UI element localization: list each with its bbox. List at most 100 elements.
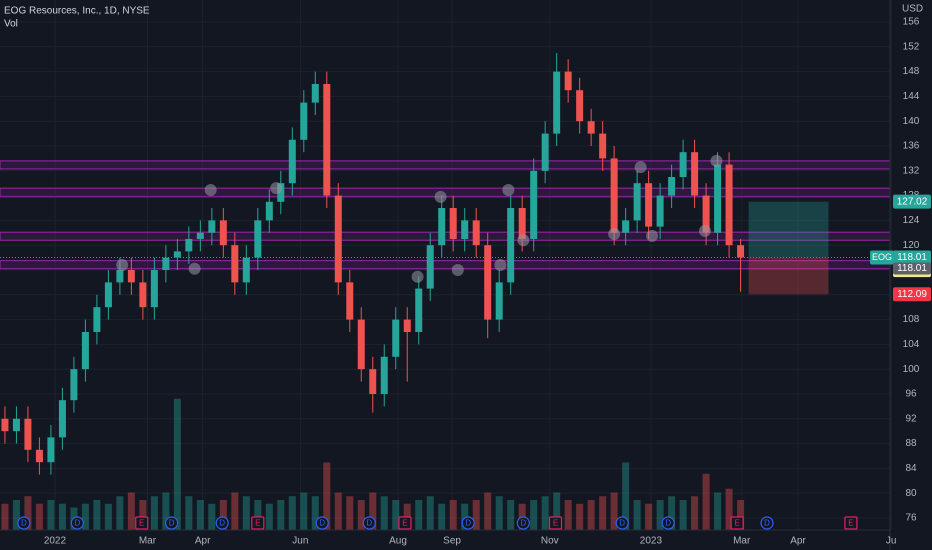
- volume-bar: [323, 462, 331, 530]
- volume-bar: [564, 500, 572, 530]
- candle-body: [564, 71, 572, 91]
- event-icon: [251, 516, 265, 530]
- event-label: D: [21, 519, 27, 528]
- volume-bar: [576, 503, 584, 530]
- candle-body: [495, 282, 503, 320]
- candle-body: [737, 245, 745, 258]
- candle-body: [518, 207, 526, 239]
- candle-body: [265, 201, 273, 221]
- volume-bar: [47, 500, 55, 530]
- candle-body: [472, 220, 480, 246]
- pivot-marker: [494, 259, 507, 272]
- candle-body: [300, 102, 308, 140]
- volume-bar: [461, 503, 469, 530]
- candle-body: [162, 257, 170, 270]
- entry-tag: [893, 262, 931, 275]
- candle-body: [139, 282, 147, 308]
- volume-bar: [737, 500, 745, 530]
- price-tag-label: 127.02: [897, 196, 928, 207]
- event-icon: [661, 516, 675, 530]
- event-label: E: [255, 519, 260, 528]
- volume-bar: [645, 503, 653, 530]
- price-tag: [893, 287, 931, 302]
- volume-bar: [208, 503, 216, 530]
- volume-bar: [610, 492, 618, 530]
- candle-body: [58, 400, 66, 438]
- event-label: D: [169, 519, 175, 528]
- candle-body: [208, 220, 216, 233]
- event-label: D: [74, 519, 80, 528]
- candle-body: [438, 207, 446, 246]
- candle-body: [656, 195, 664, 227]
- event-label: E: [848, 519, 853, 528]
- volume-bar: [449, 500, 457, 530]
- volume-bar: [714, 492, 722, 530]
- volume-bar: [633, 500, 641, 530]
- volume-bar: [288, 496, 296, 530]
- volume-bar: [300, 492, 308, 530]
- volume-bar: [622, 462, 630, 530]
- candle-body: [116, 269, 124, 283]
- event-icon: [461, 516, 475, 530]
- candle-body: [173, 251, 181, 258]
- x-tick-label: Sep: [443, 536, 461, 547]
- volume-bar: [507, 500, 515, 530]
- x-tick-label: Mar: [733, 536, 751, 547]
- candle-body: [484, 245, 492, 320]
- volume-bar: [334, 492, 342, 530]
- volume-bar: [150, 496, 158, 530]
- y-tick-label: 136: [903, 141, 920, 152]
- candle-body: [530, 170, 538, 239]
- x-tick-label: 2023: [640, 536, 663, 547]
- event-label: D: [465, 519, 471, 528]
- candle-body: [127, 269, 135, 283]
- candle-body: [679, 152, 687, 177]
- event-icon: [760, 516, 774, 530]
- y-tick-label: 88: [905, 438, 917, 449]
- volume-bar: [35, 503, 43, 530]
- candle-body: [93, 307, 101, 332]
- event-label: E: [734, 519, 739, 528]
- x-tick-label: Apr: [195, 536, 211, 547]
- candle-body: [323, 84, 331, 196]
- candle-body: [35, 449, 43, 463]
- volume-bar: [116, 496, 124, 530]
- candle-body: [392, 319, 400, 357]
- volume-bar: [311, 496, 319, 530]
- pivot-marker: [608, 228, 621, 241]
- price-tag: [893, 194, 931, 209]
- event-label: D: [319, 519, 325, 528]
- event-icon: [844, 516, 858, 530]
- candle-body: [576, 90, 584, 122]
- candle-body: [725, 164, 733, 246]
- pivot-marker: [204, 184, 217, 197]
- candle-body: [507, 207, 515, 283]
- volume-bar: [346, 496, 354, 530]
- y-tick-label: 92: [905, 413, 917, 424]
- candle-body: [403, 319, 411, 332]
- symbol-tag-label: EOG: [872, 252, 892, 262]
- candle-body: [1, 418, 9, 432]
- y-tick-label: 96: [905, 389, 917, 400]
- volume-bar: [380, 496, 388, 530]
- candle-body: [242, 257, 250, 283]
- candle-body: [714, 164, 722, 233]
- event-label: E: [139, 519, 144, 528]
- event-icon: [215, 516, 229, 530]
- y-tick-label: 108: [903, 314, 920, 325]
- event-label: D: [764, 519, 770, 528]
- pivot-marker: [411, 270, 424, 283]
- candle-body: [277, 183, 285, 202]
- x-tick-label: Jun: [292, 536, 308, 547]
- y-tick-label: 152: [903, 41, 920, 52]
- volume-bar: [196, 500, 204, 530]
- volume-bar: [541, 496, 549, 530]
- candle-body: [311, 84, 319, 103]
- candle-body: [380, 356, 388, 394]
- candle-body: [702, 195, 710, 233]
- volume-bar: [668, 496, 676, 530]
- pivot-marker: [451, 263, 464, 276]
- pivot-marker: [434, 190, 447, 203]
